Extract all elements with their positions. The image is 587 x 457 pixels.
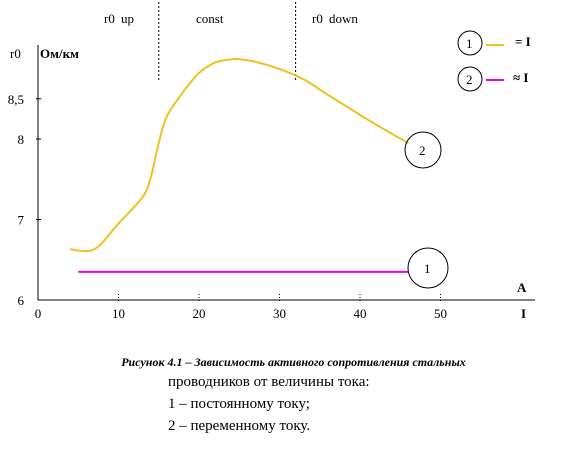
figure-caption-line-2: проводников от величины тока:	[168, 374, 370, 390]
x-axis-symbol: I	[521, 306, 526, 321]
legend-marker-2-circle	[457, 66, 483, 92]
figure-caption-line-3: 1 – постоянному току;	[168, 396, 310, 412]
x-tick-label-40: 40	[354, 306, 367, 321]
x-tick-label-10: 10	[112, 306, 125, 321]
series-line-2	[70, 57, 409, 253]
y-axis-symbol: r0	[10, 46, 21, 61]
region-label-r0-down: r0	[312, 11, 323, 26]
curve-marker-1: 1	[424, 261, 431, 276]
x-tick-label-20: 20	[193, 306, 206, 321]
legend-marker-1: 1	[466, 36, 473, 51]
curve-marker-2: 2	[419, 143, 426, 158]
figure-caption-title: Рисунок 4.1 – Зависимость активного сопр…	[121, 355, 466, 369]
x-tick-label-30: 30	[273, 306, 286, 321]
x-axis-unit: А	[517, 280, 527, 295]
series-group	[70, 57, 409, 273]
y-tick-label-8,5: 8,5	[8, 92, 24, 107]
legend-label-2: ≈ I	[513, 70, 528, 85]
arrow-up-icon: up	[121, 11, 134, 26]
arrow-down-icon: down	[329, 11, 358, 26]
y-tick-label-6: 6	[18, 293, 25, 308]
tick-group: 0 10 20 30 40 50 6 7 8 8,5	[8, 92, 447, 321]
y-tick-label-8: 8	[18, 132, 25, 147]
legend-marker-2: 2	[466, 72, 473, 87]
x-tick-label-0: 0	[35, 306, 42, 321]
legend-label-1: = I	[515, 34, 531, 49]
x-tick-label-50: 50	[434, 306, 447, 321]
y-tick-label-7: 7	[18, 213, 25, 228]
curve-marker-1-circle	[407, 247, 449, 289]
legend-marker-1-circle	[457, 30, 483, 56]
region-label-const: const	[196, 11, 224, 26]
region-label-r0-up: r0	[104, 11, 115, 26]
figure-caption-line-4: 2 – переменному току.	[168, 418, 311, 434]
y-axis-unit: Ом/км	[40, 46, 79, 61]
curve-marker-2-circle	[404, 131, 442, 169]
